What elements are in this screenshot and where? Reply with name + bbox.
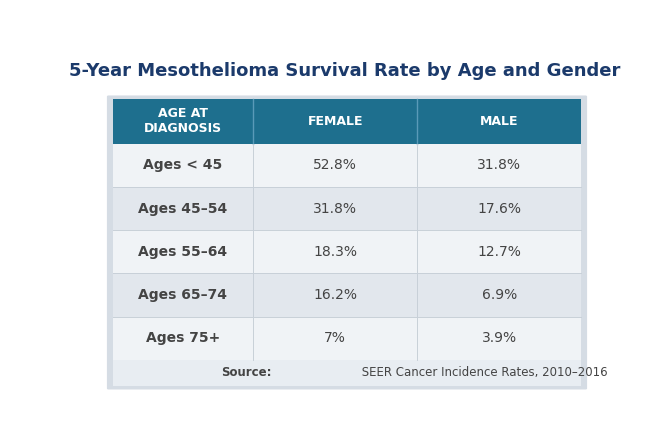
Text: Source: SEER Cancer Incidence Rates, 2010–2016: Source: SEER Cancer Incidence Rates, 201… xyxy=(0,442,1,443)
Text: 16.2%: 16.2% xyxy=(313,288,358,302)
Text: Ages 55–64: Ages 55–64 xyxy=(138,245,228,259)
Text: Ages 65–74: Ages 65–74 xyxy=(138,288,227,302)
Text: Ages < 45: Ages < 45 xyxy=(143,158,222,172)
Text: 18.3%: 18.3% xyxy=(313,245,358,259)
Bar xyxy=(113,144,581,187)
Text: SEER Cancer Incidence Rates, 2010–2016: SEER Cancer Incidence Rates, 2010–2016 xyxy=(358,366,607,379)
Bar xyxy=(113,230,581,273)
Text: 31.8%: 31.8% xyxy=(313,202,358,216)
Bar xyxy=(113,360,581,386)
Text: Source:: Source: xyxy=(221,366,271,379)
Bar xyxy=(113,273,581,317)
Text: 12.7%: 12.7% xyxy=(477,245,521,259)
Text: Ages 75+: Ages 75+ xyxy=(146,331,220,346)
Bar xyxy=(113,99,581,144)
Bar xyxy=(113,317,581,360)
Text: 5-Year Mesothelioma Survival Rate by Age and Gender: 5-Year Mesothelioma Survival Rate by Age… xyxy=(69,62,620,80)
Text: FEMALE: FEMALE xyxy=(308,115,363,128)
Text: AGE AT
DIAGNOSIS: AGE AT DIAGNOSIS xyxy=(144,107,222,136)
Text: Ages 45–54: Ages 45–54 xyxy=(138,202,228,216)
Text: 52.8%: 52.8% xyxy=(313,158,358,172)
Text: 7%: 7% xyxy=(325,331,346,346)
Text: MALE: MALE xyxy=(480,115,519,128)
Text: 17.6%: 17.6% xyxy=(477,202,521,216)
Bar xyxy=(113,187,581,230)
Text: 31.8%: 31.8% xyxy=(477,158,521,172)
Text: 6.9%: 6.9% xyxy=(482,288,517,302)
FancyBboxPatch shape xyxy=(107,95,587,389)
Text: 3.9%: 3.9% xyxy=(482,331,517,346)
